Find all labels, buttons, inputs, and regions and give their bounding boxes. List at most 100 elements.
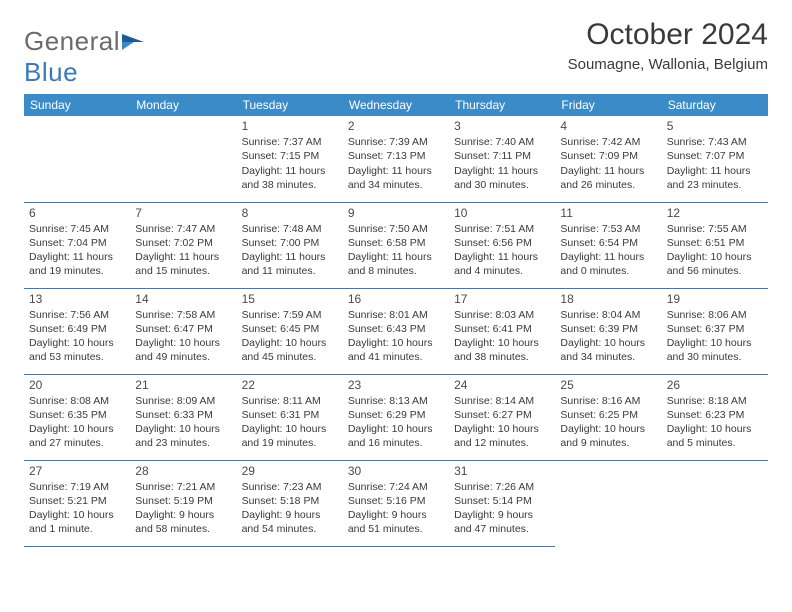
- calendar-day-cell: 22Sunrise: 8:11 AMSunset: 6:31 PMDayligh…: [237, 374, 343, 460]
- calendar-day-cell: 31Sunrise: 7:26 AMSunset: 5:14 PMDayligh…: [449, 460, 555, 546]
- daylight-text: Daylight: 9 hours and 54 minutes.: [242, 508, 338, 536]
- weekday-header: Tuesday: [237, 94, 343, 116]
- daylight-text: Daylight: 11 hours and 11 minutes.: [242, 250, 338, 278]
- calendar-day-cell: 21Sunrise: 8:09 AMSunset: 6:33 PMDayligh…: [130, 374, 236, 460]
- day-number: 2: [348, 118, 444, 134]
- sunrise-text: Sunrise: 7:55 AM: [667, 222, 763, 236]
- calendar-empty-cell: [662, 460, 768, 546]
- sunrise-text: Sunrise: 7:50 AM: [348, 222, 444, 236]
- daylight-text: Daylight: 10 hours and 34 minutes.: [560, 336, 656, 364]
- weekday-header: Friday: [555, 94, 661, 116]
- day-number: 12: [667, 205, 763, 221]
- sunrise-text: Sunrise: 8:03 AM: [454, 308, 550, 322]
- daylight-text: Daylight: 10 hours and 30 minutes.: [667, 336, 763, 364]
- location: Soumagne, Wallonia, Belgium: [568, 56, 768, 73]
- sunset-text: Sunset: 5:14 PM: [454, 494, 550, 508]
- sunrise-text: Sunrise: 7:42 AM: [560, 135, 656, 149]
- sunset-text: Sunset: 7:15 PM: [242, 149, 338, 163]
- sunrise-text: Sunrise: 7:37 AM: [242, 135, 338, 149]
- sunset-text: Sunset: 6:47 PM: [135, 322, 231, 336]
- sunrise-text: Sunrise: 8:18 AM: [667, 394, 763, 408]
- day-number: 3: [454, 118, 550, 134]
- daylight-text: Daylight: 11 hours and 0 minutes.: [560, 250, 656, 278]
- daylight-text: Daylight: 10 hours and 53 minutes.: [29, 336, 125, 364]
- day-number: 19: [667, 291, 763, 307]
- daylight-text: Daylight: 10 hours and 19 minutes.: [242, 422, 338, 450]
- daylight-text: Daylight: 11 hours and 26 minutes.: [560, 164, 656, 192]
- sunrise-text: Sunrise: 7:19 AM: [29, 480, 125, 494]
- sunrise-text: Sunrise: 7:53 AM: [560, 222, 656, 236]
- sunset-text: Sunset: 6:27 PM: [454, 408, 550, 422]
- daylight-text: Daylight: 11 hours and 23 minutes.: [667, 164, 763, 192]
- calendar-table: SundayMondayTuesdayWednesdayThursdayFrid…: [24, 94, 768, 547]
- calendar-day-cell: 16Sunrise: 8:01 AMSunset: 6:43 PMDayligh…: [343, 288, 449, 374]
- calendar-day-cell: 30Sunrise: 7:24 AMSunset: 5:16 PMDayligh…: [343, 460, 449, 546]
- calendar-day-cell: 2Sunrise: 7:39 AMSunset: 7:13 PMDaylight…: [343, 116, 449, 202]
- daylight-text: Daylight: 10 hours and 5 minutes.: [667, 422, 763, 450]
- calendar-day-cell: 28Sunrise: 7:21 AMSunset: 5:19 PMDayligh…: [130, 460, 236, 546]
- calendar-day-cell: 3Sunrise: 7:40 AMSunset: 7:11 PMDaylight…: [449, 116, 555, 202]
- calendar-empty-cell: [130, 116, 236, 202]
- sunset-text: Sunset: 5:18 PM: [242, 494, 338, 508]
- day-number: 28: [135, 463, 231, 479]
- sunset-text: Sunset: 6:54 PM: [560, 236, 656, 250]
- day-number: 15: [242, 291, 338, 307]
- day-number: 9: [348, 205, 444, 221]
- day-number: 8: [242, 205, 338, 221]
- calendar-day-cell: 20Sunrise: 8:08 AMSunset: 6:35 PMDayligh…: [24, 374, 130, 460]
- calendar-day-cell: 7Sunrise: 7:47 AMSunset: 7:02 PMDaylight…: [130, 202, 236, 288]
- title-block: October 2024 Soumagne, Wallonia, Belgium: [568, 18, 768, 73]
- weekday-header: Thursday: [449, 94, 555, 116]
- sunset-text: Sunset: 7:11 PM: [454, 149, 550, 163]
- sunset-text: Sunset: 6:23 PM: [667, 408, 763, 422]
- calendar-day-cell: 12Sunrise: 7:55 AMSunset: 6:51 PMDayligh…: [662, 202, 768, 288]
- calendar-day-cell: 14Sunrise: 7:58 AMSunset: 6:47 PMDayligh…: [130, 288, 236, 374]
- daylight-text: Daylight: 9 hours and 47 minutes.: [454, 508, 550, 536]
- sunrise-text: Sunrise: 8:06 AM: [667, 308, 763, 322]
- calendar-day-cell: 17Sunrise: 8:03 AMSunset: 6:41 PMDayligh…: [449, 288, 555, 374]
- day-number: 27: [29, 463, 125, 479]
- day-number: 6: [29, 205, 125, 221]
- calendar-day-cell: 27Sunrise: 7:19 AMSunset: 5:21 PMDayligh…: [24, 460, 130, 546]
- weekday-header-row: SundayMondayTuesdayWednesdayThursdayFrid…: [24, 94, 768, 116]
- day-number: 20: [29, 377, 125, 393]
- sunrise-text: Sunrise: 7:21 AM: [135, 480, 231, 494]
- sunset-text: Sunset: 6:33 PM: [135, 408, 231, 422]
- daylight-text: Daylight: 11 hours and 8 minutes.: [348, 250, 444, 278]
- sunrise-text: Sunrise: 8:01 AM: [348, 308, 444, 322]
- sunset-text: Sunset: 6:35 PM: [29, 408, 125, 422]
- calendar-week-row: 1Sunrise: 7:37 AMSunset: 7:15 PMDaylight…: [24, 116, 768, 202]
- sunrise-text: Sunrise: 8:14 AM: [454, 394, 550, 408]
- calendar-day-cell: 25Sunrise: 8:16 AMSunset: 6:25 PMDayligh…: [555, 374, 661, 460]
- day-number: 30: [348, 463, 444, 479]
- header: GeneralBlue October 2024 Soumagne, Wallo…: [24, 18, 768, 88]
- sunrise-text: Sunrise: 7:43 AM: [667, 135, 763, 149]
- sunset-text: Sunset: 7:02 PM: [135, 236, 231, 250]
- daylight-text: Daylight: 11 hours and 34 minutes.: [348, 164, 444, 192]
- calendar-day-cell: 9Sunrise: 7:50 AMSunset: 6:58 PMDaylight…: [343, 202, 449, 288]
- sunrise-text: Sunrise: 8:04 AM: [560, 308, 656, 322]
- month-title: October 2024: [568, 18, 768, 52]
- sunset-text: Sunset: 6:31 PM: [242, 408, 338, 422]
- sunrise-text: Sunrise: 7:23 AM: [242, 480, 338, 494]
- sunset-text: Sunset: 7:07 PM: [667, 149, 763, 163]
- calendar-day-cell: 23Sunrise: 8:13 AMSunset: 6:29 PMDayligh…: [343, 374, 449, 460]
- sunrise-text: Sunrise: 7:47 AM: [135, 222, 231, 236]
- sunset-text: Sunset: 7:09 PM: [560, 149, 656, 163]
- calendar-day-cell: 11Sunrise: 7:53 AMSunset: 6:54 PMDayligh…: [555, 202, 661, 288]
- day-number: 13: [29, 291, 125, 307]
- day-number: 10: [454, 205, 550, 221]
- weekday-header: Saturday: [662, 94, 768, 116]
- sunset-text: Sunset: 7:00 PM: [242, 236, 338, 250]
- calendar-week-row: 13Sunrise: 7:56 AMSunset: 6:49 PMDayligh…: [24, 288, 768, 374]
- sunrise-text: Sunrise: 7:26 AM: [454, 480, 550, 494]
- daylight-text: Daylight: 10 hours and 41 minutes.: [348, 336, 444, 364]
- daylight-text: Daylight: 10 hours and 1 minute.: [29, 508, 125, 536]
- daylight-text: Daylight: 10 hours and 27 minutes.: [29, 422, 125, 450]
- sunset-text: Sunset: 6:43 PM: [348, 322, 444, 336]
- day-number: 26: [667, 377, 763, 393]
- day-number: 22: [242, 377, 338, 393]
- sunset-text: Sunset: 6:41 PM: [454, 322, 550, 336]
- calendar-body: 1Sunrise: 7:37 AMSunset: 7:15 PMDaylight…: [24, 116, 768, 546]
- day-number: 5: [667, 118, 763, 134]
